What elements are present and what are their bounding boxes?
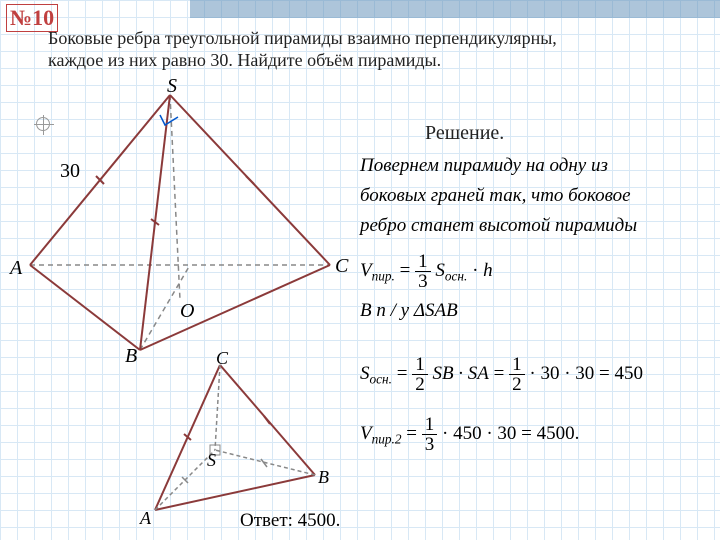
- marker-icon: [36, 117, 50, 131]
- equals-4: =: [406, 423, 421, 444]
- num3: 1: [509, 355, 525, 375]
- den4: 3: [422, 435, 438, 454]
- equals-1: =: [400, 260, 415, 281]
- problem-text-2: каждое из них равно 30. Найдите объём пи…: [48, 50, 441, 71]
- base-note: В п / у ΔSAB: [360, 300, 458, 322]
- formula-final: Vпир.2 = 13 · 450 · 30 = 4500.: [360, 415, 579, 454]
- num4: 1: [422, 415, 438, 435]
- label-C-small: C: [216, 348, 228, 369]
- equals-3: =: [494, 363, 509, 384]
- den3: 2: [509, 375, 525, 394]
- den2: 2: [412, 375, 428, 394]
- num2: 1: [412, 355, 428, 375]
- num1: 1: [415, 252, 431, 272]
- label-B-small: B: [318, 467, 329, 488]
- label-S-small: S: [207, 450, 216, 471]
- area-rhs-txt: SB · SA: [432, 363, 488, 384]
- final-nums: · 450 · 30 = 4500.: [442, 423, 579, 444]
- label-O-main: O: [180, 300, 194, 323]
- vol-V: V: [360, 260, 372, 281]
- final-V: V: [360, 423, 372, 444]
- problem-text-1: Боковые ребра треугольной пирамиды взаим…: [48, 28, 557, 49]
- label-C-main: C: [335, 255, 348, 278]
- formula-volume: Vпир. = 13 Sосн. · h: [360, 252, 493, 291]
- label-S-main: S: [167, 75, 177, 98]
- label-A-main: A: [10, 257, 22, 280]
- dot-1: ·: [472, 260, 483, 281]
- den1: 3: [415, 272, 431, 291]
- vol-sub: пир.: [372, 269, 395, 284]
- area-rhs: SB · SA: [432, 363, 488, 384]
- final-sub: пир.2: [372, 432, 402, 447]
- label-A-small: A: [140, 508, 151, 529]
- vol-S: S: [435, 260, 445, 281]
- small-pyramid: [130, 355, 330, 525]
- frac-half-2: 12: [509, 355, 525, 394]
- frac-third-2: 13: [422, 415, 438, 454]
- answer: Ответ: 4500.: [240, 510, 340, 532]
- vol-h: h: [483, 260, 493, 281]
- equals-2: =: [397, 363, 412, 384]
- header-bar: [190, 0, 720, 18]
- solution-title: Решение.: [425, 122, 504, 145]
- frac-half-1: 12: [412, 355, 428, 394]
- vol-S-sub: осн.: [445, 269, 467, 284]
- frac-third-1: 13: [415, 252, 431, 291]
- hint-3: ребро станет высотой пирамиды: [360, 215, 637, 237]
- formula-area: Sосн. = 12 SB · SA = 12 · 30 · 30 = 450: [360, 355, 643, 394]
- label-30-main: 30: [60, 160, 80, 183]
- area-sub: осн.: [370, 372, 392, 387]
- area-nums: · 30 · 30 = 450: [529, 363, 643, 384]
- area-S: S: [360, 363, 370, 384]
- hint-2: боковых граней так, что боковое: [360, 185, 631, 207]
- hint-1: Повернем пирамиду на одну из: [360, 155, 608, 177]
- vol-S-txt: S: [435, 260, 445, 281]
